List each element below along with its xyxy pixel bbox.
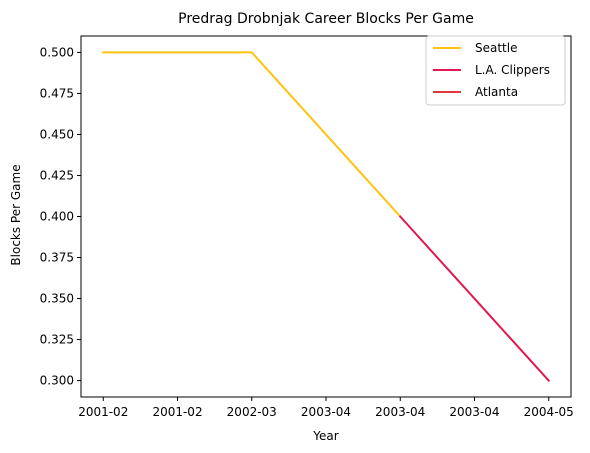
- y-tick-label: 0.450: [40, 127, 74, 141]
- x-tick-label: 2001-02: [78, 405, 128, 419]
- y-tick-label: 0.325: [40, 333, 74, 347]
- series-lines: [102, 51, 551, 383]
- x-tick-label: 2001-02: [152, 405, 202, 419]
- y-tick-label: 0.425: [40, 168, 74, 182]
- y-tick-label: 0.350: [40, 292, 74, 306]
- legend-label-l-a-clippers: L.A. Clippers: [475, 63, 550, 77]
- x-tick-label: 2004-05: [524, 405, 574, 419]
- y-tick-label: 0.375: [40, 251, 74, 265]
- y-tick-label: 0.475: [40, 86, 74, 100]
- x-tick-label: 2003-04: [301, 405, 351, 419]
- y-tick-label: 0.400: [40, 210, 74, 224]
- x-tick-label: 2003-04: [375, 405, 425, 419]
- series-line-l-a-clippers: [398, 215, 551, 383]
- y-tick-label: 0.500: [40, 45, 74, 59]
- x-axis: 2001-02 2001-02 2002-03 2003-04 2003-04 2003-…: [78, 397, 574, 419]
- y-tick-label: 0.300: [40, 374, 74, 388]
- x-tick-label: 2003-04: [449, 405, 499, 419]
- legend: Seattle L.A. Clippers Atlanta: [425, 35, 566, 106]
- plot-frame: [80, 35, 572, 398]
- chart-title: Predrag Drobnjak Career Blocks Per Game: [178, 11, 474, 27]
- y-axis: 0.300 0.325 0.350 0.375 0.400 0.425 0.450 0.475…: [40, 45, 81, 388]
- legend-label-atlanta: Atlanta: [475, 85, 518, 99]
- legend-label-seattle: Seattle: [475, 41, 517, 55]
- x-tick-label: 2002-03: [227, 405, 277, 419]
- x-axis-label: Year: [312, 429, 338, 443]
- series-line-seattle: [102, 51, 402, 218]
- y-axis-label: Blocks Per Game: [9, 164, 23, 265]
- legend-box: [425, 35, 566, 106]
